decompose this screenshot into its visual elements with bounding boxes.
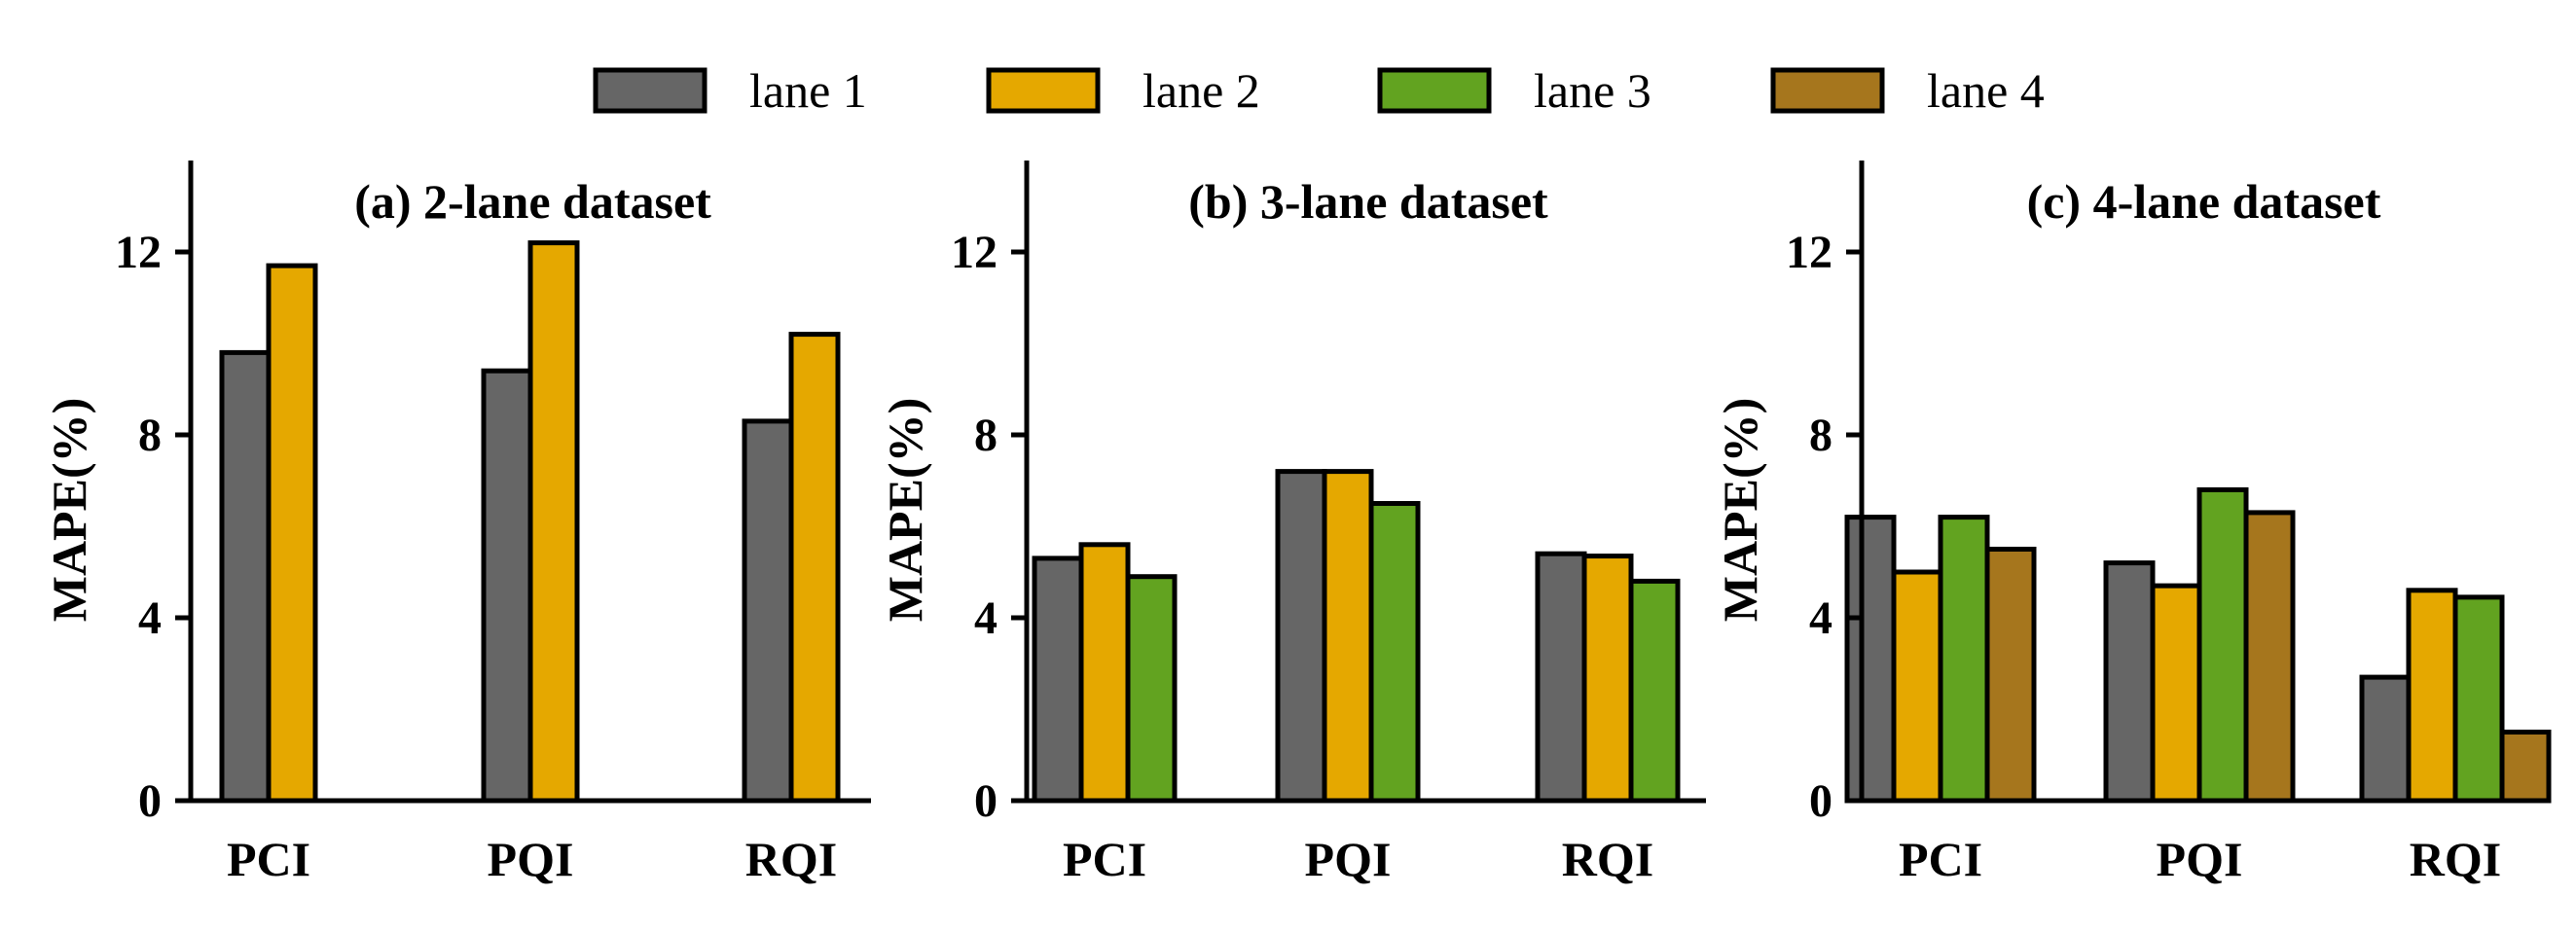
y-tick-label: 0: [138, 775, 162, 827]
panel-title: (b) 3-lane dataset: [1188, 174, 1548, 229]
y-axis-label: MAPE(%): [1713, 398, 1767, 623]
bar: [1032, 556, 1084, 804]
legend-item: lane 2: [986, 63, 1260, 118]
y-tick-label: 0: [974, 775, 998, 827]
bar: [2499, 730, 2552, 804]
bar: [1844, 515, 1897, 804]
y-tick-label: 8: [138, 410, 162, 461]
legend: lane 1 lane 2 lane 3 lane 4: [593, 63, 2045, 118]
legend-label: lane 1: [749, 63, 867, 118]
bar: [1628, 578, 1681, 804]
x-tick-label: PCI: [1063, 832, 1146, 886]
bar: [2243, 510, 2296, 804]
legend-swatch: [1377, 67, 1492, 114]
bar: [1078, 542, 1131, 804]
legend-item: lane 3: [1377, 63, 1651, 118]
x-tick-label: PQI: [488, 832, 574, 886]
bar: [527, 240, 580, 804]
x-tick-label: PQI: [2157, 832, 2243, 886]
chart-panel: PCI PQI RQI 0 4 8 12 MAPE(%) (a) 2-lane dataset: [42, 161, 871, 886]
y-tick-label: 8: [1809, 410, 1832, 461]
y-tick-label: 12: [1786, 227, 1832, 278]
bar: [1275, 469, 1327, 804]
bar: [1322, 469, 1374, 804]
bar: [1368, 501, 1421, 804]
bar: [1891, 569, 1943, 804]
x-tick-label: PQI: [1305, 832, 1392, 886]
bar: [2150, 583, 2202, 804]
bar: [219, 349, 272, 804]
x-tick-label: RQI: [1562, 832, 1653, 886]
x-tick-label: PCI: [1899, 832, 1982, 886]
bar: [742, 418, 794, 804]
x-tick-label: RQI: [2410, 832, 2501, 886]
y-tick-label: 12: [951, 227, 998, 278]
legend-swatch: [593, 67, 707, 114]
bar: [2406, 588, 2458, 804]
chart-panel: PCI PQI RQI 0 4 8 12 MAPE(%) (b) 3-lane dataset: [878, 161, 1706, 886]
legend-swatch: [986, 67, 1101, 114]
bar: [1125, 574, 1178, 804]
bar: [2103, 560, 2156, 804]
legend-item: lane 1: [593, 63, 867, 118]
y-tick-label: 4: [974, 592, 998, 644]
y-tick-label: 4: [138, 592, 162, 644]
y-axis-label: MAPE(%): [42, 398, 96, 623]
y-tick-label: 8: [974, 410, 998, 461]
y-tick-label: 0: [1809, 775, 1832, 827]
legend-label: lane 2: [1143, 63, 1260, 118]
bar: [1984, 547, 2037, 804]
legend-item: lane 4: [1770, 63, 2045, 118]
x-tick-label: PCI: [227, 832, 310, 886]
bar: [481, 368, 533, 804]
bar: [1535, 551, 1587, 804]
bar: [266, 263, 318, 804]
legend-label: lane 4: [1927, 63, 2045, 118]
chart-panel: PCI PQI RQI 0 4 8 12 MAPE(%) (c) 4-lane dataset: [1713, 161, 2552, 886]
panel-title: (c) 4-lane dataset: [2027, 174, 2381, 229]
bar: [2452, 594, 2505, 804]
y-axis-label: MAPE(%): [878, 398, 932, 623]
legend-label: lane 3: [1534, 63, 1651, 118]
bar: [1938, 515, 1990, 804]
bar: [2196, 486, 2249, 804]
bar: [2359, 674, 2412, 804]
y-tick-label: 4: [1809, 592, 1832, 644]
legend-swatch: [1770, 67, 1885, 114]
y-tick-label: 12: [115, 227, 162, 278]
x-tick-label: RQI: [745, 832, 837, 886]
bar: [1581, 554, 1634, 804]
bar: [788, 332, 841, 804]
panel-title: (a) 2-lane dataset: [354, 174, 711, 229]
